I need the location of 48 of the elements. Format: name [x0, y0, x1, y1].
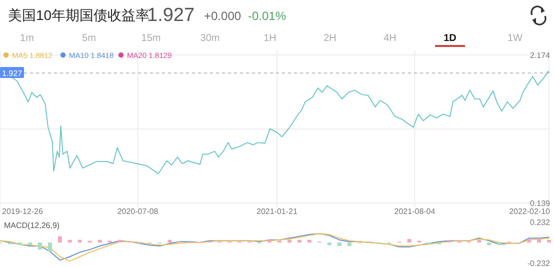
bar: [547, 240, 551, 242]
bar: [537, 238, 542, 242]
ref-line-label: 1.927: [2, 68, 23, 78]
x-tick-label: 2021-08-04: [394, 207, 436, 216]
text: 4H: [384, 33, 396, 44]
bar: [337, 242, 342, 246]
text: 1m: [20, 33, 34, 44]
x-tick-label: 2022-02-10: [509, 207, 551, 216]
bar: [38, 242, 42, 250]
text: 1.927: [147, 5, 195, 26]
bar: [497, 242, 502, 246]
bar: [18, 242, 22, 246]
bar: [407, 238, 412, 242]
bar: [527, 238, 532, 242]
bar: [58, 236, 62, 242]
bar: [347, 242, 352, 246]
bar: [98, 240, 102, 242]
x-tick-label: 2020-07-08: [117, 207, 159, 216]
bar: [287, 240, 292, 242]
text: 1D: [444, 33, 456, 44]
bar: [68, 240, 72, 242]
text: 美国10年期国债收益率: [8, 7, 150, 23]
text: 5m: [82, 33, 96, 44]
bar: [477, 240, 482, 242]
text: -0.01%: [248, 9, 286, 23]
text: 30m: [200, 33, 220, 44]
bar: [487, 242, 492, 246]
bar: [297, 240, 302, 242]
y-tick-label: 2.174: [530, 51, 551, 60]
bar: [327, 242, 332, 246]
bar: [28, 242, 32, 246]
text: 2H: [324, 33, 336, 44]
y-tick-label: 0.232: [530, 218, 551, 227]
y-tick-label: 0.139: [530, 199, 551, 208]
bar: [307, 240, 312, 242]
text: 15m: [141, 33, 161, 44]
bar: [268, 240, 272, 242]
bar: [168, 240, 172, 242]
bar: [118, 240, 122, 242]
x-tick-label: 2021-01-21: [256, 207, 298, 216]
bar: [48, 242, 52, 252]
x-tick-label: 2019-12-26: [2, 207, 44, 216]
text: 1H: [264, 33, 276, 44]
y-tick-label: -0.232: [527, 259, 551, 267]
chart-title: MACD(12,26,9): [4, 221, 60, 230]
text: +0.000: [204, 9, 242, 23]
text: 1W: [508, 33, 524, 44]
bar: [78, 240, 82, 242]
